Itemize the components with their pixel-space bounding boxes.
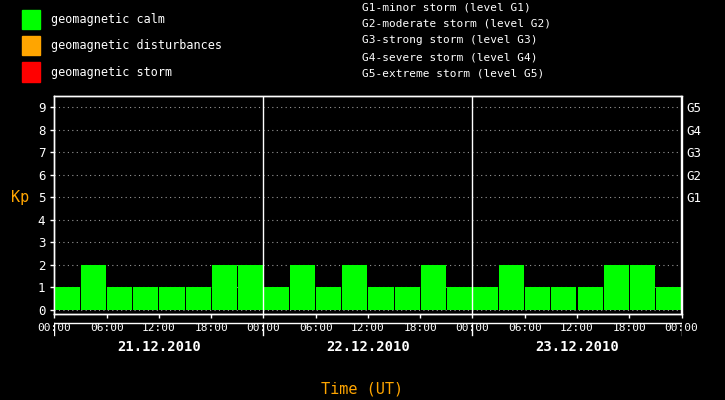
Bar — [447, 287, 472, 310]
Bar — [420, 264, 446, 310]
Text: 21.12.2010: 21.12.2010 — [117, 340, 201, 354]
Bar — [212, 264, 237, 310]
Bar — [22, 10, 40, 29]
Bar — [552, 287, 576, 310]
Text: geomagnetic storm: geomagnetic storm — [51, 66, 172, 79]
Bar — [342, 264, 368, 310]
Bar — [22, 36, 40, 56]
Bar — [525, 287, 550, 310]
Bar — [316, 287, 341, 310]
Y-axis label: Kp: Kp — [11, 190, 29, 205]
Text: 22.12.2010: 22.12.2010 — [326, 340, 410, 354]
Bar — [368, 287, 394, 310]
Bar — [22, 62, 40, 82]
Bar — [394, 287, 420, 310]
Bar — [160, 287, 184, 310]
Text: G3-strong storm (level G3): G3-strong storm (level G3) — [362, 36, 538, 46]
Text: G2-moderate storm (level G2): G2-moderate storm (level G2) — [362, 19, 552, 29]
Bar — [656, 287, 681, 310]
Bar — [186, 287, 211, 310]
Text: 23.12.2010: 23.12.2010 — [535, 340, 619, 354]
Text: G5-extreme storm (level G5): G5-extreme storm (level G5) — [362, 69, 544, 79]
Bar — [55, 287, 80, 310]
Bar — [290, 264, 315, 310]
Text: G4-severe storm (level G4): G4-severe storm (level G4) — [362, 52, 538, 62]
Bar — [264, 287, 289, 310]
Bar — [630, 264, 655, 310]
Text: geomagnetic disturbances: geomagnetic disturbances — [51, 39, 222, 52]
Bar — [604, 264, 629, 310]
Bar — [107, 287, 132, 310]
Text: G1-minor storm (level G1): G1-minor storm (level G1) — [362, 2, 531, 12]
Bar — [578, 287, 602, 310]
Bar — [133, 287, 158, 310]
Bar — [238, 264, 263, 310]
Text: geomagnetic calm: geomagnetic calm — [51, 13, 165, 26]
Bar — [499, 264, 524, 310]
Bar — [473, 287, 498, 310]
Bar — [81, 264, 106, 310]
Text: Time (UT): Time (UT) — [321, 381, 404, 396]
